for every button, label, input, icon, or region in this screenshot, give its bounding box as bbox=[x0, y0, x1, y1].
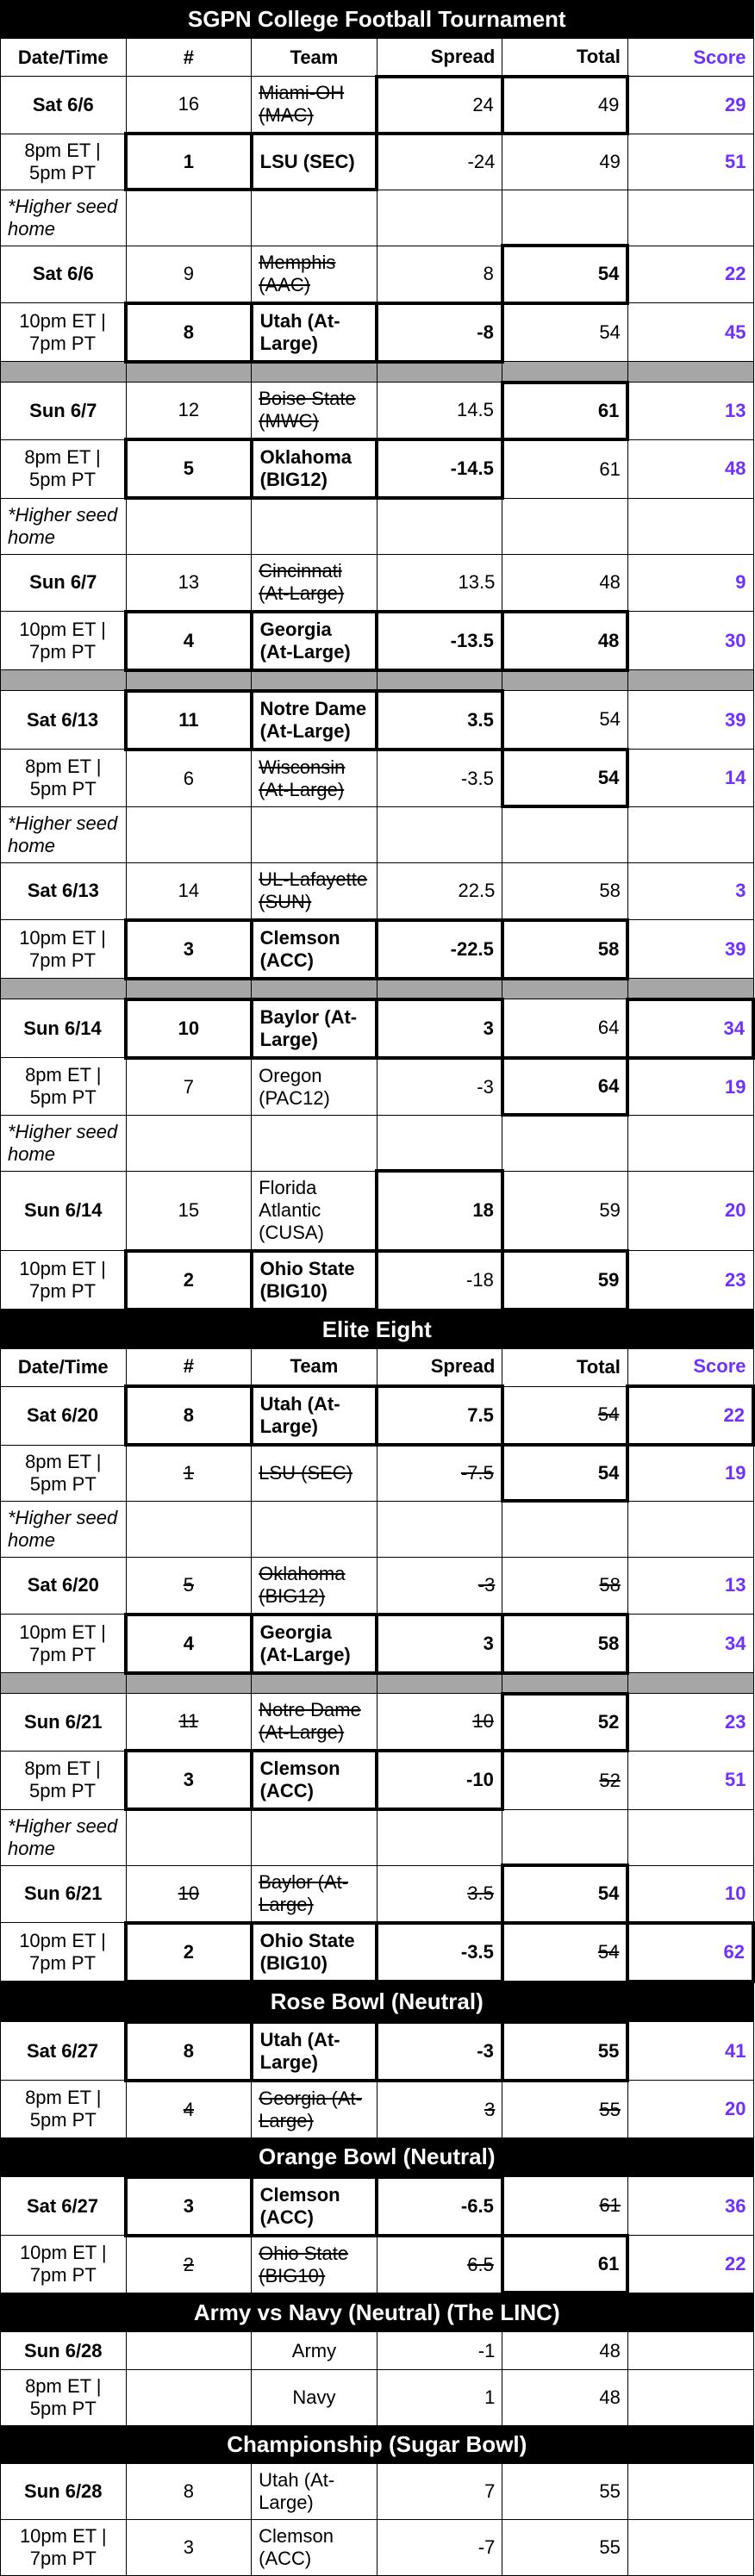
section-header: Army vs Navy (Neutral) (The LINC) bbox=[1, 2293, 754, 2332]
section-header: Championship (Sugar Bowl) bbox=[1, 2426, 754, 2464]
game-row: Sun 6/1415Florida Atlantic (CUSA)185920 bbox=[1, 1171, 754, 1251]
game-row: Sun 6/1410Baylor (At-Large)36434 bbox=[1, 999, 754, 1058]
note-row: *Higher seed home bbox=[1, 190, 754, 246]
game-row: Sun 6/28Army-148 bbox=[1, 2332, 754, 2370]
game-row: 10pm ET | 7pm PT3Clemson (ACC)-755 bbox=[1, 2520, 754, 2576]
game-row: 10pm ET | 7pm PT4Georgia (At-Large)-13.5… bbox=[1, 612, 754, 670]
game-row: 8pm ET | 5pm PTNavy148 bbox=[1, 2370, 754, 2426]
game-row: 8pm ET | 5pm PT5Oklahoma (BIG12)-14.5614… bbox=[1, 439, 754, 498]
game-row: 8pm ET | 5pm PT7Oregon (PAC12)-36419 bbox=[1, 1058, 754, 1116]
note-row: *Higher seed home bbox=[1, 1115, 754, 1171]
game-row: Sat 6/1314UL-Lafayette (SUN)22.5583 bbox=[1, 862, 754, 920]
game-row: 8pm ET | 5pm PT1LSU (SEC)-7.55419 bbox=[1, 1445, 754, 1501]
game-row: 10pm ET | 7pm PT2Ohio State (BIG10)6.561… bbox=[1, 2236, 754, 2293]
column-header-row: Date/Time#TeamSpreadTotalScore bbox=[1, 1348, 754, 1386]
section-header: SGPN College Football Tournament bbox=[1, 1, 754, 39]
game-row: Sun 6/713Cincinnati (At-Large)13.5489 bbox=[1, 554, 754, 612]
game-row: Sat 6/205Oklahoma (BIG12)-35813 bbox=[1, 1557, 754, 1615]
game-row: 10pm ET | 7pm PT3Clemson (ACC)-22.55839 bbox=[1, 920, 754, 979]
game-row: Sat 6/1311Notre Dame (At-Large)3.55439 bbox=[1, 691, 754, 750]
game-row: Sat 6/208Utah (At-Large)7.55422 bbox=[1, 1386, 754, 1445]
separator-row bbox=[1, 670, 754, 691]
game-row: 8pm ET | 5pm PT6Wisconsin (At-Large)-3.5… bbox=[1, 750, 754, 807]
game-row: 8pm ET | 5pm PT4Georgia (At-Large)35520 bbox=[1, 2081, 754, 2138]
game-row: 8pm ET | 5pm PT1LSU (SEC)-244951 bbox=[1, 134, 754, 190]
note-row: *Higher seed home bbox=[1, 1501, 754, 1557]
game-row: Sun 6/2111Notre Dame (At-Large)105223 bbox=[1, 1694, 754, 1752]
section-header: Rose Bowl (Neutral) bbox=[1, 1982, 754, 2022]
game-row: Sun 6/2110Baylor (At-Large)3.55410 bbox=[1, 1865, 754, 1923]
note-row: *Higher seed home bbox=[1, 1809, 754, 1865]
bracket-table: SGPN College Football TournamentDate/Tim… bbox=[0, 0, 755, 2576]
game-row: Sat 6/273Clemson (ACC)-6.56136 bbox=[1, 2177, 754, 2236]
game-row: Sat 6/616Miami-OH (MAC)244929 bbox=[1, 77, 754, 134]
note-row: *Higher seed home bbox=[1, 498, 754, 554]
separator-row bbox=[1, 1673, 754, 1694]
game-row: Sun 6/288Utah (At-Large)755 bbox=[1, 2464, 754, 2520]
game-row: 10pm ET | 7pm PT2Ohio State (BIG10)-1859… bbox=[1, 1251, 754, 1310]
game-row: Sun 6/712Boise State (MWC)14.56113 bbox=[1, 383, 754, 440]
game-row: Sat 6/278Utah (At-Large)-35541 bbox=[1, 2022, 754, 2081]
game-row: 8pm ET | 5pm PT3Clemson (ACC)-105251 bbox=[1, 1751, 754, 1809]
note-row: *Higher seed home bbox=[1, 806, 754, 862]
separator-row bbox=[1, 979, 754, 999]
game-row: 10pm ET | 7pm PT2Ohio State (BIG10)-3.55… bbox=[1, 1923, 754, 1982]
section-header: Orange Bowl (Neutral) bbox=[1, 2137, 754, 2177]
column-header-row: Date/Time#TeamSpreadTotalScore bbox=[1, 39, 754, 77]
separator-row bbox=[1, 362, 754, 383]
game-row: 10pm ET | 7pm PT4Georgia (At-Large)35834 bbox=[1, 1615, 754, 1673]
game-row: 10pm ET | 7pm PT8Utah (At-Large)-85445 bbox=[1, 303, 754, 362]
section-header: Elite Eight bbox=[1, 1310, 754, 1349]
game-row: Sat 6/69Memphis (AAC)85422 bbox=[1, 246, 754, 303]
